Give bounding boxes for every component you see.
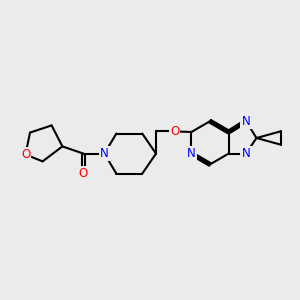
Text: O: O <box>79 167 88 180</box>
Text: N: N <box>242 115 250 128</box>
Text: N: N <box>187 147 196 160</box>
Text: O: O <box>21 148 30 161</box>
Text: O: O <box>170 125 179 138</box>
Text: N: N <box>100 147 109 160</box>
Text: N: N <box>242 147 250 160</box>
